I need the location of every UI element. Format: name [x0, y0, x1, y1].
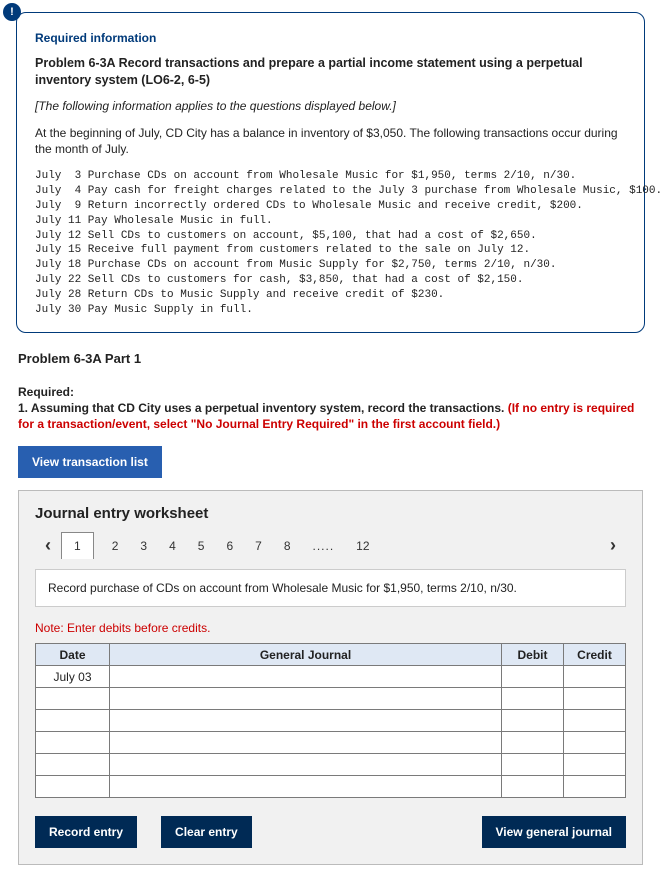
tabs-container: 12345678.....12	[61, 532, 374, 559]
col-debit: Debit	[502, 644, 564, 666]
account-cell[interactable]	[110, 732, 502, 754]
table-row	[36, 688, 626, 710]
credit-cell[interactable]	[564, 776, 626, 798]
date-cell[interactable]	[36, 732, 110, 754]
required-block: Required: 1. Assuming that CD City uses …	[18, 384, 643, 433]
required-line: 1. Assuming that CD City uses a perpetua…	[18, 401, 508, 415]
debit-cell[interactable]	[502, 666, 564, 688]
record-entry-button[interactable]: Record entry	[35, 816, 137, 848]
problem-title: Problem 6-3A Record transactions and pre…	[35, 55, 626, 89]
tabs-next-chevron[interactable]: ›	[600, 535, 626, 556]
table-row	[36, 776, 626, 798]
worksheet-button-row: Record entry Clear entry View general jo…	[35, 816, 626, 848]
date-cell[interactable]	[36, 710, 110, 732]
debit-cell[interactable]	[502, 776, 564, 798]
view-transaction-list-button[interactable]: View transaction list	[18, 446, 162, 478]
worksheet-tabs-row: ‹ 12345678.....12 ›	[35, 532, 626, 559]
debit-cell[interactable]	[502, 688, 564, 710]
date-cell[interactable]	[36, 688, 110, 710]
table-row: July 03	[36, 666, 626, 688]
tab-1[interactable]: 1	[61, 532, 94, 559]
date-cell[interactable]	[36, 754, 110, 776]
date-cell[interactable]	[36, 776, 110, 798]
col-credit: Credit	[564, 644, 626, 666]
credit-cell[interactable]	[564, 754, 626, 776]
tab-2[interactable]: 2	[108, 533, 123, 559]
tab-dotsdotsdotsdotsdots[interactable]: .....	[309, 533, 339, 559]
debit-cell[interactable]	[502, 754, 564, 776]
journal-worksheet: Journal entry worksheet ‹ 12345678.....1…	[18, 490, 643, 865]
applies-note: [The following information applies to th…	[35, 99, 626, 113]
tab-5[interactable]: 5	[194, 533, 209, 559]
credit-cell[interactable]	[564, 710, 626, 732]
table-row	[36, 710, 626, 732]
credit-cell[interactable]	[564, 688, 626, 710]
col-date: Date	[36, 644, 110, 666]
problem-card: Required information Problem 6-3A Record…	[16, 12, 645, 333]
account-cell[interactable]	[110, 710, 502, 732]
tab-7[interactable]: 7	[251, 533, 266, 559]
tab-12[interactable]: 12	[352, 533, 373, 559]
debit-cell[interactable]	[502, 710, 564, 732]
required-info-heading: Required information	[35, 31, 626, 45]
account-cell[interactable]	[110, 688, 502, 710]
account-cell[interactable]	[110, 754, 502, 776]
required-label: Required:	[18, 385, 74, 399]
date-cell[interactable]: July 03	[36, 666, 110, 688]
table-row	[36, 754, 626, 776]
worksheet-title: Journal entry worksheet	[35, 505, 626, 522]
view-general-journal-button[interactable]: View general journal	[482, 816, 626, 848]
tab-3[interactable]: 3	[136, 533, 151, 559]
debit-cell[interactable]	[502, 732, 564, 754]
tab-8[interactable]: 8	[280, 533, 295, 559]
credit-cell[interactable]	[564, 732, 626, 754]
transactions-list: July 3 Purchase CDs on account from Whol…	[35, 169, 626, 317]
tab-6[interactable]: 6	[222, 533, 237, 559]
intro-text: At the beginning of July, CD City has a …	[35, 125, 626, 157]
clear-entry-button[interactable]: Clear entry	[161, 816, 252, 848]
debits-before-credits-note: Note: Enter debits before credits.	[35, 621, 626, 635]
account-cell[interactable]	[110, 776, 502, 798]
tab-4[interactable]: 4	[165, 533, 180, 559]
entry-description: Record purchase of CDs on account from W…	[35, 569, 626, 607]
table-row	[36, 732, 626, 754]
account-cell[interactable]	[110, 666, 502, 688]
col-general-journal: General Journal	[110, 644, 502, 666]
part-title: Problem 6-3A Part 1	[18, 351, 643, 366]
credit-cell[interactable]	[564, 666, 626, 688]
info-icon: !	[3, 3, 21, 21]
tabs-prev-chevron[interactable]: ‹	[35, 535, 61, 556]
journal-entry-table: Date General Journal Debit Credit July 0…	[35, 643, 626, 798]
